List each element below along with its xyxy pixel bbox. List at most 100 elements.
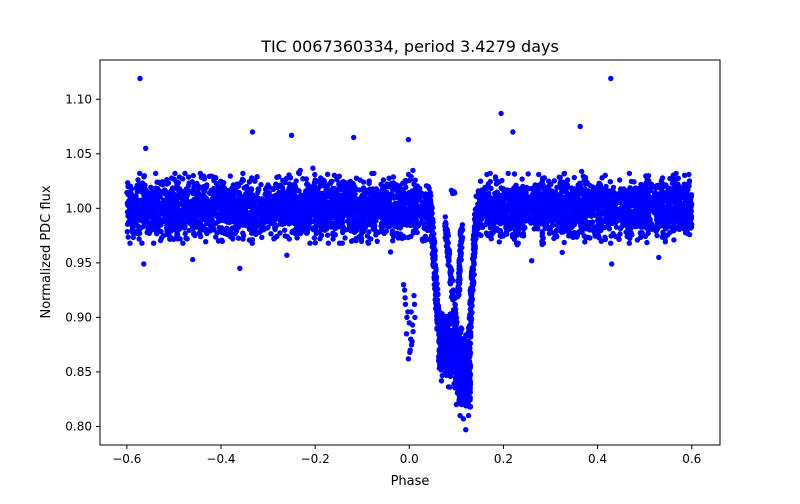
data-point [628,189,634,195]
data-point [429,205,435,211]
data-point [341,180,348,186]
data-point [429,237,436,243]
data-point [274,193,280,199]
data-point [645,223,651,229]
data-point [487,178,493,185]
data-point [571,212,577,219]
data-point [260,220,267,226]
data-point [663,215,669,221]
data-point [386,175,392,181]
data-point [125,234,131,240]
data-point [157,219,163,226]
data-point [212,206,218,212]
data-point [342,235,348,241]
data-point [318,232,325,239]
data-point [175,179,182,186]
data-point [579,229,585,235]
data-point [606,219,612,226]
data-point [574,190,580,196]
data-point [531,214,538,220]
data-point [132,209,139,216]
data-point [523,206,529,212]
data-point [271,200,277,206]
data-point [322,205,328,211]
data-point [244,215,251,221]
data-point [665,185,671,191]
data-point [268,231,274,237]
data-point [325,240,332,246]
data-point [636,203,643,209]
data-point [311,183,317,189]
data-point [291,198,297,204]
data-point [686,200,692,206]
data-point [136,236,142,242]
data-point [408,233,414,240]
data-point [324,171,331,177]
data-point [685,187,691,193]
data-point [385,209,392,215]
data-point [526,218,532,224]
data-point [617,225,624,232]
data-point [135,177,141,183]
data-point [274,184,281,191]
data-point [411,181,417,187]
data-point [139,186,145,193]
data-point [192,232,198,239]
data-point [186,227,192,234]
data-point [532,203,538,209]
data-point [546,230,553,236]
data-point [533,224,539,231]
data-point [240,236,246,242]
data-point [197,170,203,177]
data-point [606,207,612,214]
data-point [124,229,130,235]
data-point [610,184,617,191]
data-point [667,175,673,182]
data-point [429,217,435,223]
data-point [378,198,384,204]
data-point [519,176,525,182]
data-point [509,231,516,238]
data-point [558,208,565,214]
data-point [354,222,361,228]
data-point [319,177,325,183]
data-point [671,226,677,232]
data-point [216,225,222,231]
data-point [549,188,556,194]
data-point [248,220,254,226]
data-point [233,186,239,192]
data-point [297,208,303,214]
data-point [151,208,157,214]
data-point [220,212,226,218]
data-point [514,227,520,234]
data-point [571,174,577,181]
data-point [423,183,430,189]
data-point [348,238,355,244]
data-point [240,170,246,177]
data-point [405,171,412,178]
data-point [662,235,668,242]
data-point [617,231,623,237]
data-point [240,230,246,236]
data-point [394,203,400,209]
data-point [249,211,256,217]
data-point [197,217,204,224]
data-point [502,188,509,194]
data-point [554,184,560,191]
data-point [409,211,415,218]
data-point [634,237,641,243]
data-point [394,230,400,236]
data-point [519,232,525,239]
data-point [397,183,403,189]
data-point [156,200,162,207]
data-point [602,236,609,243]
data-point [647,194,653,201]
data-point [252,198,258,204]
data-point [207,221,213,228]
data-point [413,221,420,227]
data-point [579,168,585,175]
data-point [252,178,258,184]
data-point [277,230,283,236]
data-point [197,231,203,237]
